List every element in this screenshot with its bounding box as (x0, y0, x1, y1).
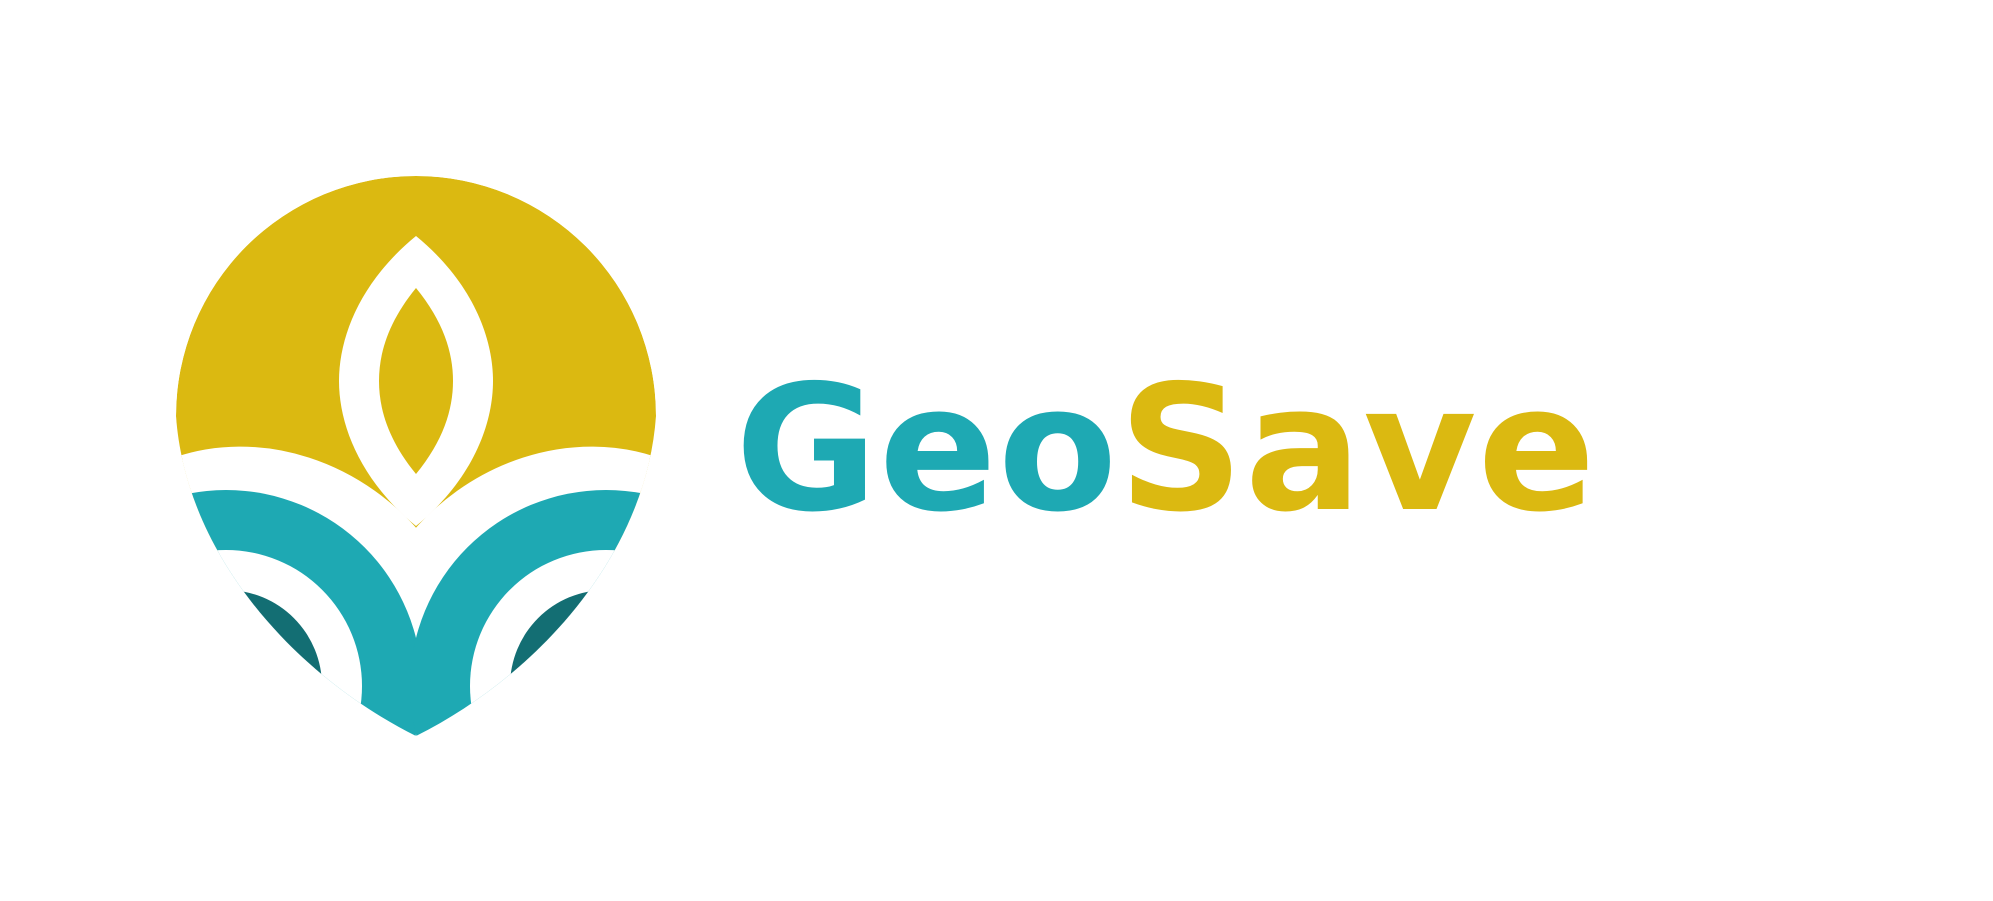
leaf-sun-emblem-icon (176, 176, 656, 736)
brand-name-save: Save (1118, 348, 1597, 551)
leaf-icon (339, 236, 493, 526)
brand-name-geo: Geo (735, 348, 1119, 551)
brand-wordmark: Geo Save (735, 330, 1597, 570)
